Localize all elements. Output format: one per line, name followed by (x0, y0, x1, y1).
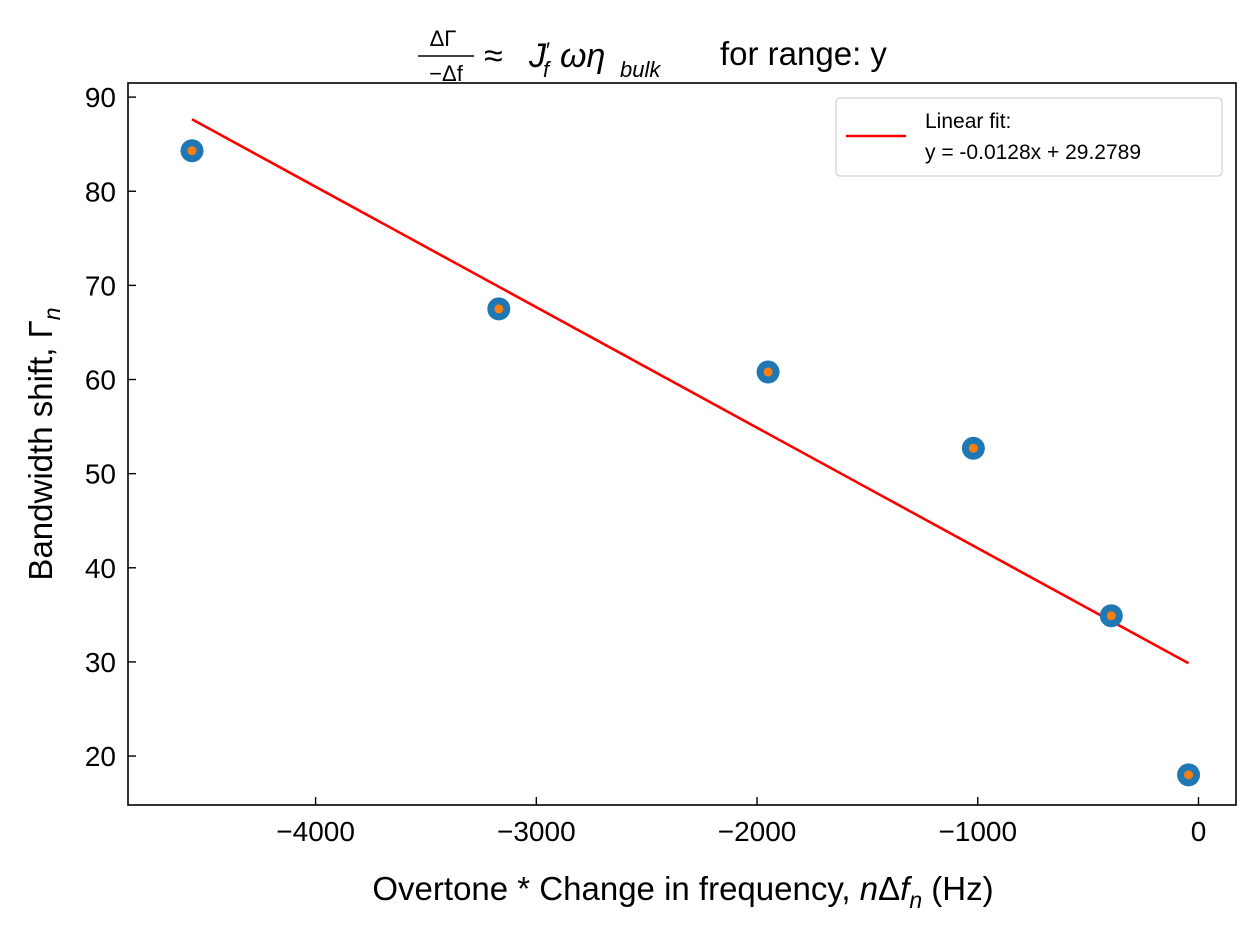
data-point-center (1106, 611, 1116, 621)
title-j-sub: f (543, 57, 552, 82)
legend-fit-equation: y = -0.0128x + 29.2789 (925, 141, 1141, 164)
x-axis-label-prefix: Overtone * Change in frequency, (372, 870, 859, 907)
x-tick-label: −2000 (718, 816, 797, 847)
y-tick-label: 30 (85, 647, 116, 678)
data-point-center (968, 443, 978, 453)
title-fraction-denominator: −Δf (429, 61, 464, 86)
y-axis-label: Bandwidth shift, Γn (22, 307, 65, 580)
data-point-center (494, 304, 504, 314)
chart-title: ΔΓ −Δf ≈ J ′ f ωη bulk for range: y (418, 26, 887, 86)
data-point-center (187, 146, 197, 156)
data-point-center (763, 367, 773, 377)
x-tick-label: −4000 (276, 816, 355, 847)
legend-box (835, 97, 1223, 177)
title-omega-eta: ωη (560, 37, 605, 75)
title-suffix: for range: y (720, 35, 887, 72)
x-tick-label: −1000 (938, 816, 1017, 847)
x-axis-label: Overtone * Change in frequency, nΔfn (Hz… (372, 870, 993, 913)
x-tick-label: 0 (1191, 816, 1207, 847)
y-tick-label: 80 (85, 176, 116, 207)
y-tick-label: 70 (85, 270, 116, 301)
x-axis-label-n: n (860, 870, 878, 907)
title-j-prime: ′ (546, 38, 550, 63)
y-axis-ticks: 20 30 40 50 60 70 80 90 (85, 82, 136, 772)
y-tick-label: 50 (85, 459, 116, 490)
y-axis-label-gamma: Γ (22, 320, 59, 338)
title-j: J (528, 37, 547, 75)
title-approx: ≈ (484, 37, 503, 75)
y-tick-label: 90 (85, 82, 116, 113)
title-fraction-numerator: ΔΓ (430, 26, 457, 51)
x-axis-label-delta: Δ (878, 870, 900, 907)
x-axis-ticks: −4000 −3000 −2000 −1000 0 (276, 797, 1206, 847)
data-point-center (1184, 770, 1194, 780)
y-tick-label: 40 (85, 553, 116, 584)
fit-line-layer (191, 118, 1190, 665)
plot-frame (127, 82, 1237, 806)
x-axis-label-sub: n (909, 887, 922, 913)
x-axis-label-suffix: (Hz) (922, 870, 993, 907)
fit-line (191, 118, 1190, 665)
y-axis-label-sub: n (39, 307, 65, 320)
legend: Linear fit: y = -0.0128x + 29.2789 (835, 97, 1223, 177)
y-tick-label: 60 (85, 365, 116, 396)
title-eta-sub: bulk (620, 57, 661, 82)
y-tick-label: 20 (85, 741, 116, 772)
legend-fit-name: Linear fit: (925, 110, 1011, 133)
data-points-layer (180, 139, 1201, 787)
y-axis-label-prefix: Bandwidth shift, (22, 338, 59, 580)
x-tick-label: −3000 (497, 816, 576, 847)
